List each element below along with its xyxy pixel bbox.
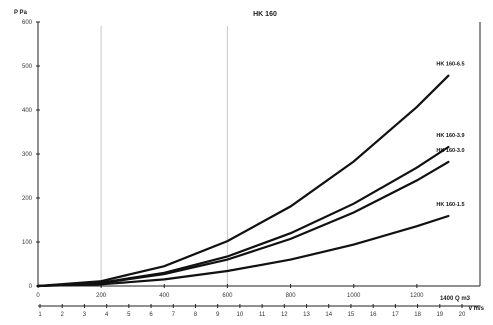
v-tick-label-12: 13 [303,312,310,318]
y-axis-title: P Pa [14,10,28,16]
v-tick-label-10: 11 [259,312,266,318]
v-tick-label-14: 15 [348,312,355,318]
series-line-2 [36,160,450,288]
x-tick-label-1: 200 [96,293,107,299]
series-line-0 [36,74,450,288]
v-tick-label-2: 3 [83,312,87,318]
series-line-3 [36,214,450,288]
v-tick-label-19: 20 [459,312,466,318]
v-tick-label-6: 7 [172,312,176,318]
x-tick-label-2: 400 [159,293,170,299]
series-label-1: HK 160-3.9 [436,133,464,139]
series-label-3: HK 160-1.5 [436,202,464,208]
v-tick-label-9: 10 [237,312,244,318]
chart-title: HK 160 [253,11,277,18]
y-tick-label-6: 600 [22,20,33,26]
series-label-2: HK 160-3.0 [436,148,464,154]
v-tick-label-5: 6 [149,312,153,318]
grid-layer [100,26,229,286]
v-tick-label-15: 16 [370,312,377,318]
y-tick-label-5: 500 [22,64,33,70]
x-tick-label-0: 0 [36,293,40,299]
y-tick-label-3: 300 [22,152,33,158]
v-tick-label-3: 4 [105,312,109,318]
v-tick-label-4: 5 [127,312,131,318]
v-tick-label-13: 14 [325,312,332,318]
x-axis-title: 1400 Q m3 [440,296,471,302]
y-tick-label-1: 100 [22,240,33,246]
v-tick-label-7: 8 [194,312,198,318]
curve-layer [36,74,450,288]
v-tick-label-0: 1 [38,312,42,318]
v-tick-label-17: 18 [414,312,421,318]
series-label-0: HK 160-6.5 [436,62,464,68]
label-layer: HK 160-6.5 HK 160-3.9 HK 160-3.0 HK 160-1.5 [436,62,464,208]
v-tick-label-16: 17 [392,312,399,318]
x-tick-label-4: 800 [286,293,297,299]
y-tick-label-2: 200 [22,196,33,202]
v-tick-label-11: 12 [281,312,288,318]
v-tick-label-8: 9 [216,312,220,318]
v-tick-label-1: 2 [61,312,65,318]
x-tick-label-3: 600 [222,293,233,299]
x-tick-label-5: 1000 [347,293,361,299]
x-tick-label-6: 1200 [410,293,424,299]
v-axis-title: v m/s [469,306,485,312]
v-tick-label-18: 19 [436,312,443,318]
y-tick-label-0: 0 [29,284,33,290]
axis-layer: 0 100 200 300 400 500 600 0 200 400 600 800 1000 1200… [22,20,481,318]
y-tick-label-4: 400 [22,108,33,114]
